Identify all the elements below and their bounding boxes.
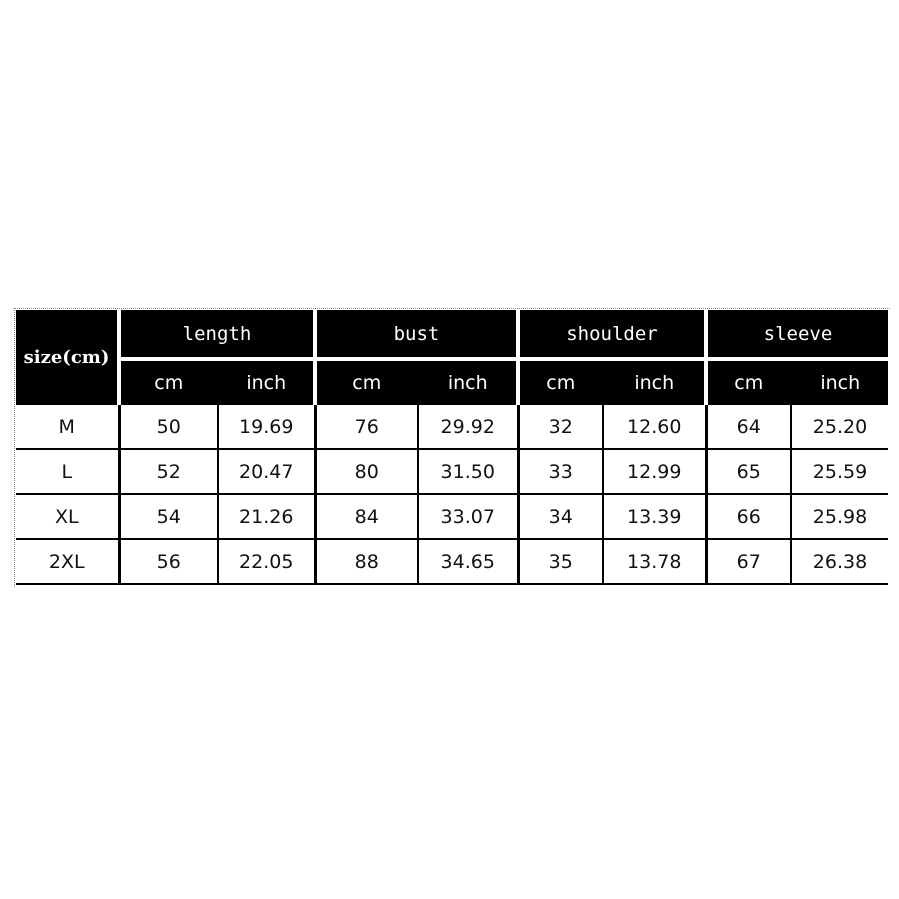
unit-header-sleeve-cm: cm (706, 359, 793, 405)
table-row: 2XL 56 22.05 88 34.65 35 13.78 67 26.38 (16, 539, 888, 585)
value-cell: 50 (119, 405, 219, 450)
unit-header-bust-cm: cm (315, 359, 420, 405)
size-cell: L (16, 449, 121, 495)
value-cell: 84 (315, 494, 419, 540)
value-cell: 76 (315, 405, 419, 450)
value-cell: 25.20 (791, 405, 888, 450)
unit-header-sleeve-inch: inch (791, 359, 888, 405)
value-cell: 25.98 (791, 494, 888, 540)
unit-header-length-inch: inch (218, 359, 317, 405)
unit-header-shoulder-cm: cm (518, 359, 605, 405)
value-cell: 88 (315, 539, 419, 585)
size-header: size(cm) (16, 310, 121, 405)
value-cell: 67 (706, 539, 792, 585)
table-row: M 50 19.69 76 29.92 32 12.60 64 25.20 (16, 405, 888, 450)
value-cell: 29.92 (418, 405, 520, 450)
value-cell: 52 (119, 449, 219, 495)
value-cell: 20.47 (218, 449, 317, 495)
value-cell: 33 (518, 449, 604, 495)
unit-header-shoulder-inch: inch (603, 359, 708, 405)
size-cell: 2XL (16, 539, 121, 585)
value-cell: 54 (119, 494, 219, 540)
unit-header-bust-inch: inch (418, 359, 520, 405)
value-cell: 33.07 (418, 494, 520, 540)
value-cell: 80 (315, 449, 419, 495)
value-cell: 25.59 (791, 449, 888, 495)
unit-header-length-cm: cm (119, 359, 220, 405)
table-row: XL 54 21.26 84 33.07 34 13.39 66 25.98 (16, 494, 888, 540)
value-cell: 66 (706, 494, 792, 540)
group-header-length: length (119, 310, 317, 361)
value-cell: 34 (518, 494, 604, 540)
table-row: L 52 20.47 80 31.50 33 12.99 65 25.59 (16, 449, 888, 495)
value-cell: 34.65 (418, 539, 520, 585)
value-cell: 35 (518, 539, 604, 585)
value-cell: 26.38 (791, 539, 888, 585)
value-cell: 12.60 (603, 405, 708, 450)
value-cell: 19.69 (218, 405, 317, 450)
value-cell: 13.39 (603, 494, 708, 540)
size-cell: XL (16, 494, 121, 540)
group-header-sleeve: sleeve (706, 310, 888, 361)
value-cell: 65 (706, 449, 792, 495)
size-cell: M (16, 405, 121, 450)
value-cell: 12.99 (603, 449, 708, 495)
size-chart-table: size(cm) length bust shoulder sleeve cm i… (16, 310, 888, 585)
value-cell: 56 (119, 539, 219, 585)
group-header-shoulder: shoulder (518, 310, 708, 361)
table-frame (14, 308, 890, 587)
value-cell: 31.50 (418, 449, 520, 495)
value-cell: 22.05 (218, 539, 317, 585)
value-cell: 13.78 (603, 539, 708, 585)
group-header-bust: bust (315, 310, 520, 361)
value-cell: 32 (518, 405, 604, 450)
value-cell: 21.26 (218, 494, 317, 540)
value-cell: 64 (706, 405, 792, 450)
